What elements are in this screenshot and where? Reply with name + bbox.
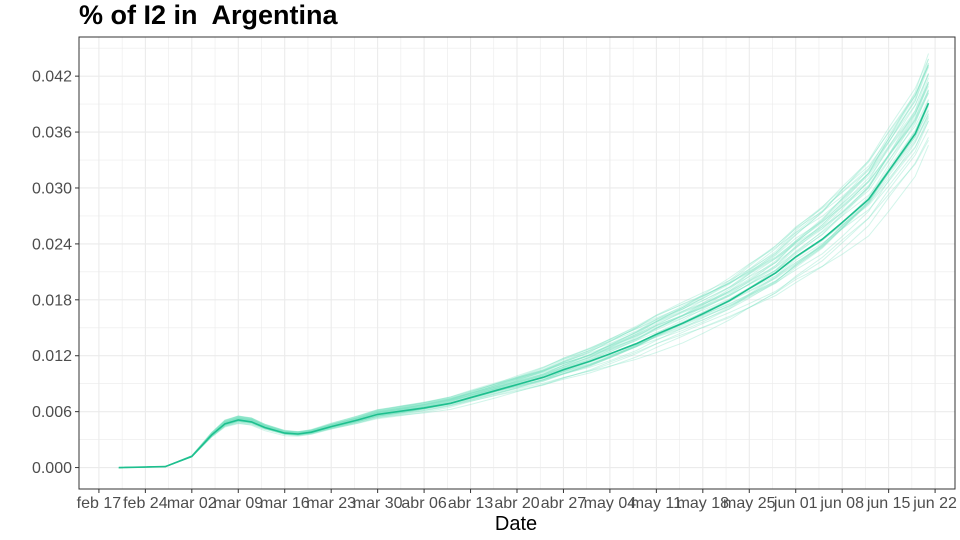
x-tick-label: may 04 — [584, 495, 637, 512]
x-tick-label: jun 15 — [866, 495, 911, 512]
sample-line — [118, 120, 929, 469]
x-tick-label: abr 27 — [541, 495, 586, 512]
y-axis: 0.000 0.006 0.012 0.018 0.024 0.030 0.036 0.042 — [32, 69, 79, 477]
sample-line — [118, 90, 929, 469]
x-tick-label: mar 09 — [213, 495, 263, 512]
sample-line — [118, 89, 929, 469]
sample-line — [118, 99, 929, 469]
x-tick-label: may 18 — [677, 495, 730, 512]
x-tick-label: jun 08 — [819, 495, 864, 512]
sample-line — [118, 139, 929, 469]
chart-title: % of I2 in Argentina — [79, 0, 338, 30]
grid-lines — [79, 37, 955, 489]
y-tick-label: 0.024 — [32, 236, 72, 253]
sample-line — [118, 65, 929, 469]
x-tick-label: abr 20 — [494, 495, 539, 512]
sample-lines — [118, 53, 929, 469]
y-tick-label: 0.042 — [32, 69, 72, 86]
sample-line — [118, 63, 929, 469]
sample-line — [118, 82, 929, 469]
sample-line — [118, 85, 929, 469]
y-tick-label: 0.030 — [32, 180, 72, 197]
x-tick-label: may 11 — [631, 495, 682, 512]
x-tick-label: abr 06 — [401, 495, 446, 512]
sample-line — [118, 92, 929, 469]
sample-line — [118, 53, 929, 469]
sample-line — [118, 73, 929, 469]
sample-line — [118, 117, 929, 469]
sample-line — [118, 120, 929, 469]
sample-line — [118, 58, 929, 469]
x-tick-label: mar 02 — [167, 495, 217, 512]
sample-line — [118, 66, 929, 469]
x-tick-label: mar 30 — [353, 495, 403, 512]
x-tick-label: mar 16 — [260, 495, 310, 512]
sample-line — [118, 92, 929, 469]
x-tick-label: may 25 — [723, 495, 776, 512]
sample-line — [118, 100, 929, 469]
sample-line — [118, 81, 929, 469]
sample-line — [118, 110, 929, 469]
sample-line — [118, 83, 929, 469]
sample-line — [118, 115, 929, 469]
x-tick-label: feb 24 — [123, 495, 168, 512]
mean-line — [118, 102, 930, 469]
x-tick-label: mar 23 — [306, 495, 356, 512]
x-tick-label: jun 22 — [912, 495, 957, 512]
x-axis-title: Date — [495, 513, 537, 535]
y-tick-label: 0.018 — [32, 292, 72, 309]
sample-line — [118, 65, 929, 469]
sample-line — [118, 145, 929, 469]
y-tick-label: 0.006 — [32, 404, 72, 421]
sample-line — [118, 62, 929, 469]
y-tick-label: 0.012 — [32, 348, 72, 365]
sample-line — [118, 105, 929, 469]
sample-line — [118, 74, 929, 469]
x-tick-label: feb 17 — [77, 495, 122, 512]
sample-line — [118, 102, 929, 469]
sample-line — [118, 128, 929, 469]
y-tick-label: 0.036 — [32, 125, 72, 142]
sample-line — [118, 137, 929, 469]
sample-line — [118, 89, 929, 469]
x-tick-label: jun 01 — [773, 495, 818, 512]
sample-line — [118, 77, 929, 469]
sample-line — [118, 114, 929, 469]
mean-line-group — [118, 102, 930, 469]
sample-line — [118, 104, 929, 469]
x-tick-label: abr 13 — [448, 495, 493, 512]
sample-line — [118, 64, 929, 469]
sample-line — [118, 109, 929, 469]
sample-line — [118, 81, 929, 469]
sample-line — [118, 113, 929, 469]
sample-line — [118, 58, 929, 469]
y-tick-label: 0.000 — [32, 460, 72, 477]
